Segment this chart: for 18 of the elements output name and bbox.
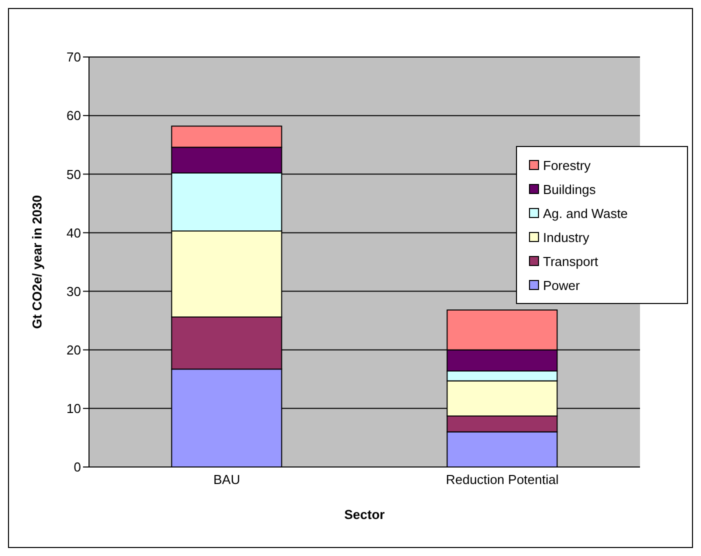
y-tick-label: 10 <box>66 401 81 416</box>
y-tick-label: 20 <box>66 342 81 358</box>
y-tick-label: 30 <box>66 284 81 299</box>
x-axis-title: Sector <box>344 507 385 522</box>
y-tick-label: 50 <box>66 166 81 182</box>
legend-label: Buildings <box>543 182 596 196</box>
y-tick-label: 60 <box>66 108 81 124</box>
legend-label: Ag. and Waste <box>543 206 628 220</box>
y-tick-label: 0 <box>74 460 81 475</box>
y-tick-label: 70 <box>66 50 81 65</box>
legend-label: Transport <box>543 254 598 268</box>
x-tick-label: BAU <box>213 472 240 488</box>
x-tick-label: Reduction Potential <box>446 472 559 488</box>
y-tick-label: 40 <box>66 225 81 240</box>
legend-label: Industry <box>543 230 590 244</box>
legend-label: Power <box>543 278 580 292</box>
y-axis-title: Gt CO2e/ year in 2030 <box>30 195 45 329</box>
legend-label: Forestry <box>543 158 591 172</box>
